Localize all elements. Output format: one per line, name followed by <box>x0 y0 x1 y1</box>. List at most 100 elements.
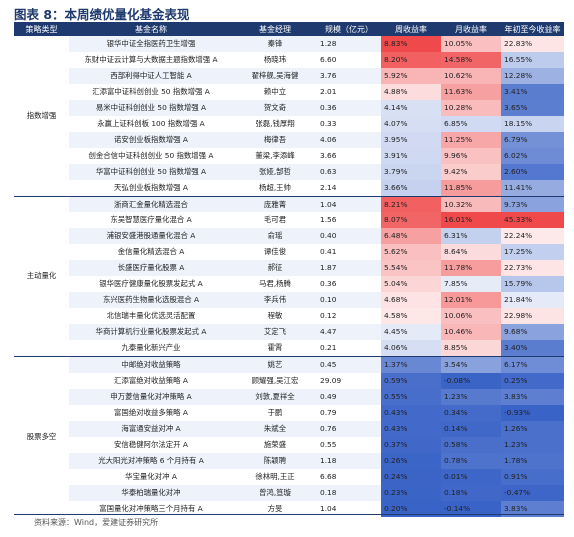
manager-cell: 张磊,钱厚翔 <box>255 118 295 128</box>
manager-cell: 郝征 <box>233 260 317 277</box>
table-row: 北信瑞丰量化优选灵活配置 程敏 0.12 4.58% 10.06% 22.98% <box>14 308 564 325</box>
ytd-return-cell: 0.25% <box>501 373 564 389</box>
chart-title: 图表 8：本周绩优量化基金表现 <box>14 7 190 22</box>
scale-cell: 1.04 <box>320 503 337 513</box>
month-return-cell: 0.14% <box>441 420 501 437</box>
week-return-cell: 4.88% <box>381 83 441 100</box>
ytd-return-cell: 3.65% <box>501 99 564 116</box>
ytd-return-cell: 3.40% <box>501 340 564 357</box>
scale-cell: 1.18 <box>317 452 381 469</box>
manager-cell: 杨晓玮 <box>263 54 287 64</box>
ytd-return-cell: 22.83% <box>501 36 564 52</box>
week-return-cell: 0.24% <box>381 468 441 485</box>
fund-name-cell: 永赢上证科创板 100 指数增强 A <box>97 118 205 128</box>
ytd-return-cell: 15.79% <box>501 276 564 293</box>
manager-cell: 刘敦,夏祥全 <box>233 388 317 405</box>
scale-cell: 0.10 <box>317 292 381 309</box>
header-manager: 基金经理 <box>233 23 317 36</box>
scale-cell: 0.76 <box>317 420 381 437</box>
table-row: 汇添富中证科创创业 50 指数增强 A 赖中立 2.01 4.88% 11.63% 3.4… <box>14 83 564 100</box>
week-return-cell: 0.23% <box>381 484 441 501</box>
scale-cell: 0.45 <box>317 356 381 374</box>
ytd-return-cell: 22.98% <box>501 308 564 325</box>
week-return-cell: 3.79% <box>381 163 441 180</box>
fund-name-cell: 华商计算机行业量化股票发起式 A <box>69 324 233 341</box>
fund-performance-table: 策略类型 基金名称 基金经理 规模（亿元） 周收益率 月收益率 年初至今收益率 … <box>14 23 564 517</box>
ytd-return-cell: 1.78% <box>501 452 564 469</box>
week-return-cell: 4.07% <box>381 115 441 132</box>
scale-cell: 2.14 <box>320 182 337 192</box>
month-return-cell: 7.85% <box>441 276 501 293</box>
table-row: 东吴智慧医疗量化混合 A 毛可君 1.56 8.07% 16.01% 45.33% <box>14 212 564 229</box>
fund-name-cell: 海富通安益对冲 A <box>69 420 233 437</box>
fund-name-cell: 富国绝对收益多策略 A <box>114 407 188 417</box>
fund-name-cell: 北信瑞丰量化优选灵活配置 <box>106 311 196 321</box>
manager-cell: 施荣盛 <box>263 439 287 449</box>
week-return-cell: 0.20% <box>381 500 441 517</box>
table-row: 华泰柏瑞量化对冲 曾鸿,笪璇 0.18 0.23% 0.18% -0.47% <box>14 484 564 501</box>
ytd-return-cell: 17.25% <box>501 244 564 261</box>
month-return-cell: 10.32% <box>441 195 501 213</box>
fund-name-cell: 长盛医疗量化股票 A <box>69 260 233 277</box>
month-return-cell: 6.31% <box>441 228 501 245</box>
table-row: 九泰量化新兴产业 霍霄 0.21 4.06% 8.85% 3.40% <box>14 340 564 357</box>
ytd-return-cell: 12.28% <box>501 67 564 84</box>
scale-cell: 0.21 <box>320 343 337 353</box>
table-row: 富国量化对冲策略三个月持有 A 方旻 1.04 0.20% -0.14% 3.83% <box>14 500 564 517</box>
manager-cell: 曾鸿,笪璇 <box>233 484 317 501</box>
month-return-cell: -0.08% <box>441 373 501 389</box>
month-return-cell: 10.62% <box>441 67 501 84</box>
month-return-cell: 0.18% <box>441 484 501 501</box>
manager-cell: 赖中立 <box>263 86 287 96</box>
manager-cell: 秦锋 <box>233 36 317 52</box>
fund-name-cell: 东吴智慧医疗量化混合 A <box>110 215 192 225</box>
table-row: 金信量化精选混合 A 谭佳俊 0.41 5.62% 8.64% 17.25% <box>14 244 564 261</box>
table-row: 安信稳健阿尔法定开 A 施荣盛 0.55 0.37% 0.58% 1.23% <box>14 436 564 453</box>
fund-name-cell: 华富中证科创创业 50 指数增强 A <box>69 163 233 180</box>
manager-cell: 庞雅菁 <box>233 195 317 213</box>
manager-cell: 贺文奇 <box>233 99 317 116</box>
scale-cell: 0.49 <box>317 388 381 405</box>
month-return-cell: 11.25% <box>441 131 501 148</box>
header-month: 月收益率 <box>441 23 501 36</box>
ytd-return-cell: 3.83% <box>501 388 564 405</box>
table-row: 东财中证云计算与大数据主题指数增强 A 杨晓玮 6.60 8.20% 14.58% 16.… <box>14 51 564 68</box>
ytd-return-cell: 45.33% <box>501 212 564 229</box>
manager-cell: 朱斌全 <box>233 420 317 437</box>
manager-cell: 顾耀强,吴江宏 <box>251 376 299 386</box>
week-return-cell: 4.06% <box>381 340 441 357</box>
table-row: 长盛医疗量化股票 A 郝征 1.87 5.54% 11.78% 22.73% <box>14 260 564 277</box>
manager-cell: 徐林明,王正 <box>255 471 295 481</box>
week-return-cell: 0.37% <box>381 436 441 453</box>
month-return-cell: 10.05% <box>441 36 501 52</box>
month-return-cell: 11.85% <box>441 179 501 197</box>
fund-name-cell: 汇添富绝对收益策略 A <box>114 376 188 386</box>
week-return-cell: 8.20% <box>381 51 441 68</box>
header-scale: 规模（亿元） <box>317 23 381 36</box>
table-row: 天弘创业板指数增强 A 杨超,王帅 2.14 3.66% 11.85% 11.41% <box>14 179 564 197</box>
fund-name-cell: 光大阳光对冲策略 6 个月持有 A <box>69 452 233 469</box>
ytd-return-cell: 2.60% <box>501 163 564 180</box>
month-return-cell: 6.85% <box>441 115 501 132</box>
strategy-cell: 指数增强 <box>14 36 69 197</box>
strategy-cell: 主动量化 <box>14 195 69 357</box>
ytd-return-cell: 18.15% <box>501 115 564 132</box>
month-return-cell: 11.63% <box>441 83 501 100</box>
month-return-cell: 10.28% <box>441 99 501 116</box>
month-return-cell: 12.01% <box>441 292 501 309</box>
scale-cell: 0.40 <box>317 228 381 245</box>
scale-cell: 0.18 <box>317 484 381 501</box>
table-row: 股票多空 中邮绝对收益策略 姚艺 0.45 1.37% 3.54% 6.17% <box>14 356 564 517</box>
month-return-cell: 8.64% <box>441 244 501 261</box>
week-return-cell: 3.66% <box>381 179 441 197</box>
header-strategy: 策略类型 <box>14 23 69 36</box>
scale-cell: 1.04 <box>317 195 381 213</box>
ytd-return-cell: 1.26% <box>501 420 564 437</box>
week-return-cell: 3.95% <box>381 131 441 148</box>
week-return-cell: 3.91% <box>381 147 441 164</box>
scale-cell: 3.66 <box>320 150 337 160</box>
fund-name-cell: 诺安创业板指数增强 A <box>69 131 233 148</box>
scale-cell: 0.63 <box>317 163 381 180</box>
manager-cell: 李兵伟 <box>233 292 317 309</box>
week-return-cell: 0.26% <box>381 452 441 469</box>
